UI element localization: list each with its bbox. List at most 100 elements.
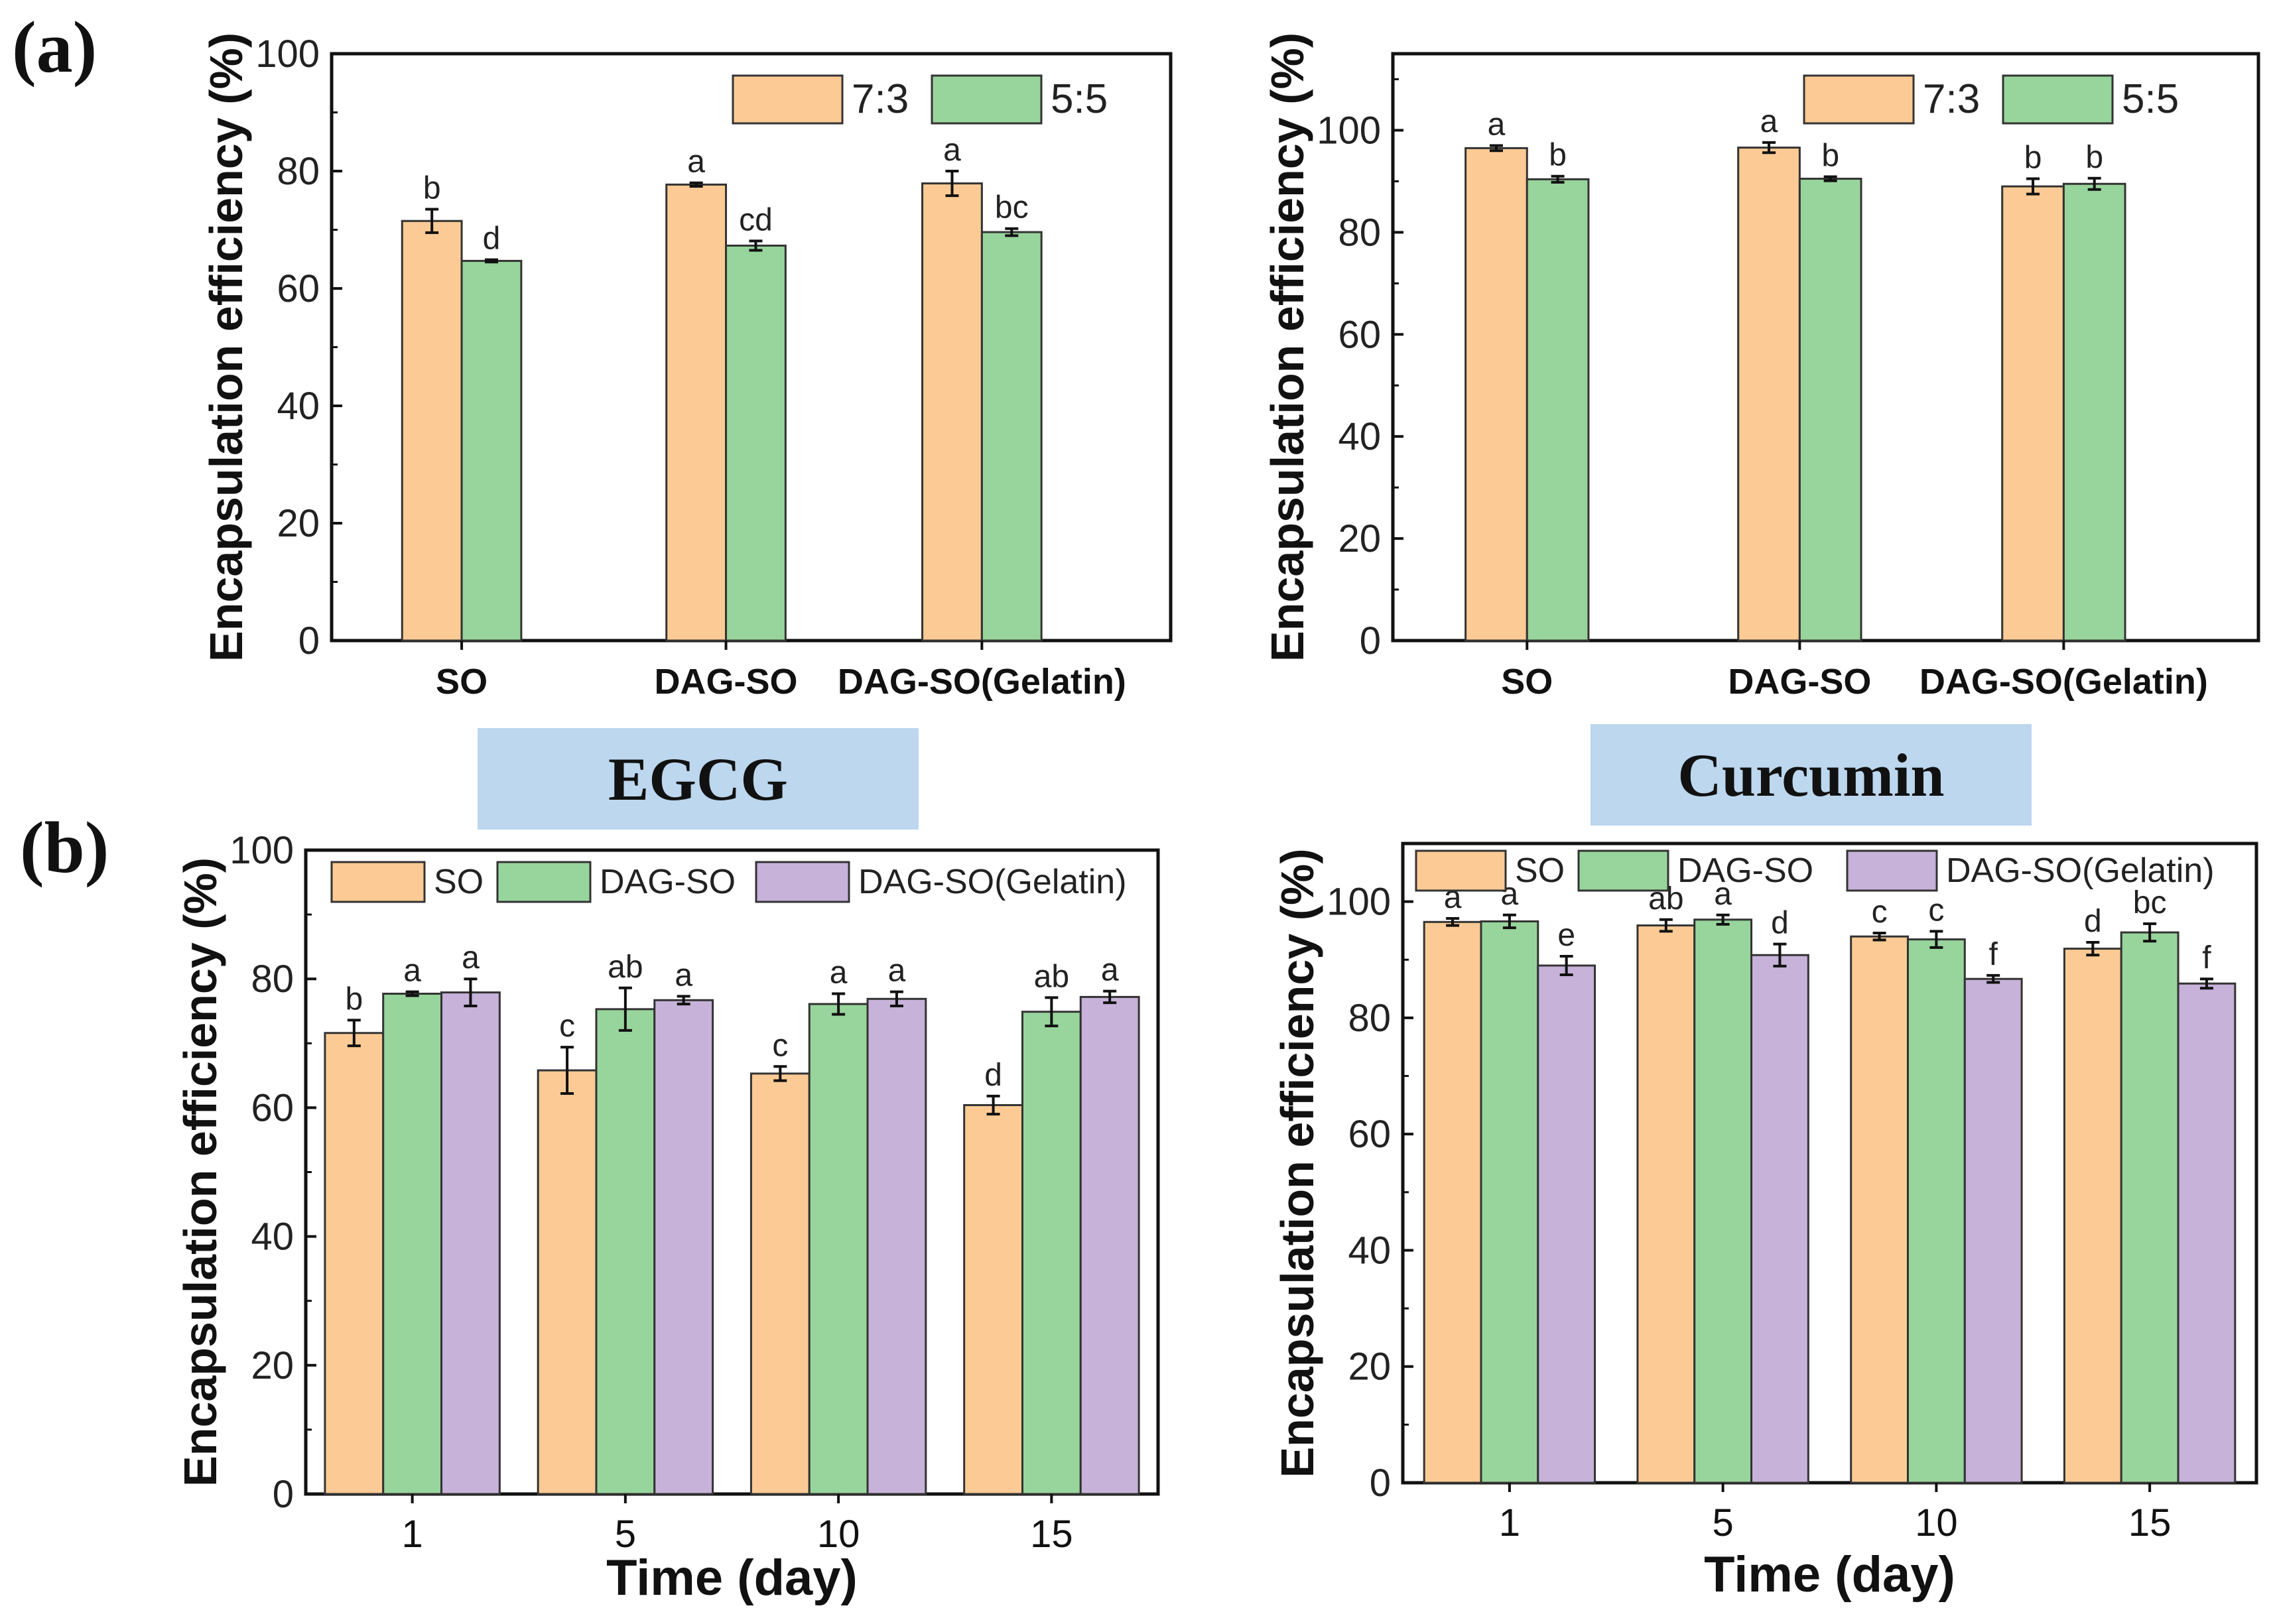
- bar: [725, 244, 787, 642]
- y-tick-label: 0: [273, 1473, 294, 1516]
- y-tick-label: 80: [251, 958, 294, 1001]
- y-tick-label: 60: [1338, 313, 1381, 356]
- significance-letter: bc: [2133, 885, 2167, 920]
- y-axis-label: Encapsulation efficiency (%): [1262, 32, 1313, 662]
- bar: [1537, 964, 1596, 1484]
- bar: [921, 182, 983, 642]
- legend-label: DAG-SO: [1677, 851, 1813, 890]
- bar: [1079, 995, 1140, 1495]
- legend-swatch: [931, 74, 1043, 125]
- bar: [1737, 147, 1801, 642]
- bar: [1850, 935, 1909, 1484]
- x-tick-label: DAG-SO: [655, 662, 798, 702]
- x-tick-label: SO: [1501, 662, 1553, 702]
- significance-letter: a: [830, 956, 848, 991]
- bar: [749, 1072, 811, 1495]
- significance-letter: a: [888, 954, 906, 989]
- y-tick-label: 60: [277, 267, 320, 310]
- significance-letter: bc: [995, 190, 1029, 225]
- bar: [1693, 918, 1753, 1484]
- y-tick-label: 0: [1370, 1462, 1391, 1505]
- significance-letter: b: [1549, 138, 1567, 173]
- bar: [401, 219, 463, 642]
- y-tick-label: 40: [1338, 415, 1381, 458]
- legend-label: SO: [1515, 851, 1565, 890]
- significance-letter: c: [1928, 893, 1944, 928]
- significance-letter: b: [345, 981, 363, 1017]
- bar: [1021, 1011, 1082, 1495]
- legend-swatch: [2002, 74, 2114, 125]
- bar: [2063, 948, 2122, 1484]
- bar: [537, 1069, 598, 1495]
- section-title-egcg: EGCG: [478, 728, 919, 830]
- x-axis-label: Time (day): [1704, 1546, 1955, 1603]
- legend-swatch: [732, 74, 844, 125]
- bar: [1423, 920, 1482, 1484]
- section-title-curcumin: Curcumin: [1591, 724, 2032, 826]
- y-tick-label: 100: [229, 829, 294, 872]
- legend-swatch: [1415, 849, 1507, 892]
- significance-letter: a: [1760, 104, 1778, 139]
- bar: [866, 997, 927, 1495]
- x-tick-label: SO: [436, 662, 488, 702]
- y-tick-label: 0: [1360, 619, 1381, 662]
- y-tick-label: 80: [1348, 997, 1391, 1040]
- legend-swatch: [496, 861, 592, 903]
- y-axis-label: Encapsulation efficiency (%): [200, 32, 252, 662]
- bar: [2177, 982, 2237, 1484]
- y-tick-label: 20: [251, 1344, 294, 1387]
- bar: [980, 231, 1043, 642]
- significance-letter: b: [1821, 138, 1839, 173]
- legend-label: 5:5: [1051, 76, 1108, 122]
- significance-letter: a: [1488, 107, 1506, 143]
- x-tick-label: 1: [1499, 1501, 1520, 1544]
- significance-letter: a: [1714, 877, 1732, 912]
- legend-swatch: [330, 861, 426, 903]
- y-tick-label: 60: [1348, 1113, 1391, 1156]
- bar: [324, 1032, 385, 1495]
- significance-letter: cd: [739, 202, 773, 237]
- x-tick-label: DAG-SO(Gelatin): [838, 662, 1126, 702]
- x-tick-label: 10: [817, 1513, 860, 1556]
- bar: [1464, 147, 1528, 642]
- bar: [665, 183, 728, 642]
- bar: [382, 993, 443, 1495]
- significance-letter: d: [984, 1058, 1002, 1093]
- significance-letter: c: [1872, 895, 1888, 930]
- significance-letter: ab: [1034, 959, 1069, 994]
- significance-letter: a: [675, 958, 692, 993]
- bar: [440, 991, 501, 1495]
- significance-letter: d: [483, 221, 501, 257]
- bar: [1636, 924, 1696, 1484]
- y-tick-label: 0: [298, 619, 320, 662]
- significance-letter: e: [1557, 918, 1575, 953]
- significance-letter: a: [403, 954, 421, 989]
- significance-letter: b: [423, 171, 441, 206]
- significance-letter: c: [772, 1028, 788, 1063]
- bar: [1798, 178, 1862, 642]
- legend-label: DAG-SO(Gelatin): [1946, 851, 2215, 890]
- y-tick-label: 60: [251, 1086, 294, 1129]
- significance-letter: c: [559, 1009, 575, 1044]
- x-tick-label: 1: [401, 1513, 423, 1556]
- y-axis-label: Encapsulation efficiency (%): [1271, 848, 1323, 1477]
- significance-letter: f: [1989, 937, 1998, 972]
- y-tick-label: 100: [1327, 881, 1391, 924]
- significance-letter: d: [1771, 906, 1789, 941]
- panel-label-b: (b): [20, 807, 109, 888]
- bar: [1963, 977, 2023, 1484]
- significance-letter: ab: [608, 950, 643, 985]
- legend-label: SO: [434, 863, 484, 901]
- bar: [460, 259, 523, 642]
- x-axis-label: Time (day): [606, 1550, 858, 1606]
- x-tick-label: 15: [2128, 1501, 2172, 1544]
- significance-letter: a: [943, 133, 961, 168]
- y-axis-label: Encapsulation efficiency (%): [174, 857, 226, 1487]
- significance-letter: f: [2202, 940, 2211, 975]
- significance-letter: a: [687, 145, 705, 180]
- significance-letter: b: [2024, 141, 2042, 176]
